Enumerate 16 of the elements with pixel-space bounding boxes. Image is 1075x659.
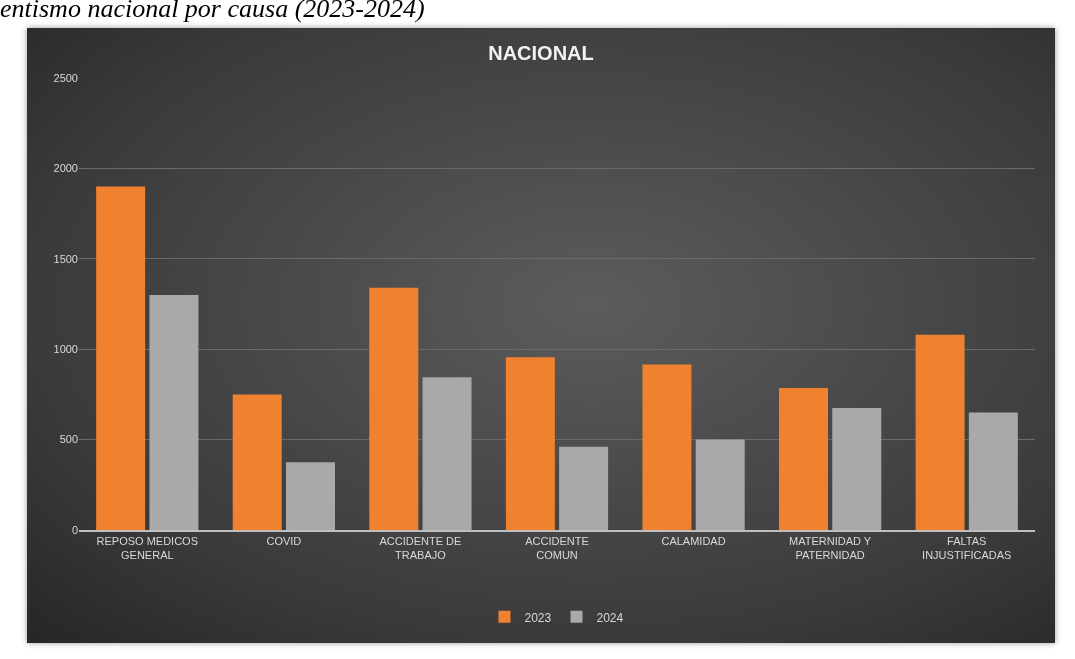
x-tick-label: REPOSO MEDICOS GENERAL <box>96 534 199 562</box>
x-tick-label: MATERNIDAD Y PATERNIDAD <box>789 534 872 562</box>
legend-label: 2024 <box>596 610 624 625</box>
y-tick-label: 2000 <box>53 162 78 175</box>
y-tick-label: 500 <box>59 433 78 446</box>
x-tick-label: FALTAS INJUSTIFICADAS <box>922 534 1012 562</box>
legend-label: 2023 <box>524 610 552 625</box>
x-tick-label: ACCIDENTE DE TRABAJO <box>379 534 462 562</box>
x-tick-label: ACCIDENTE COMUN <box>525 534 589 562</box>
y-tick-label: 0 <box>71 523 78 536</box>
chart-title: NACIONAL <box>488 42 594 65</box>
x-tick-label: COVID <box>266 534 302 547</box>
y-tick-label: 2500 <box>53 71 78 84</box>
x-tick-label: CALAMIDAD <box>661 534 726 547</box>
y-tick-label: 1500 <box>53 252 78 265</box>
y-tick-label: 1000 <box>53 343 78 356</box>
